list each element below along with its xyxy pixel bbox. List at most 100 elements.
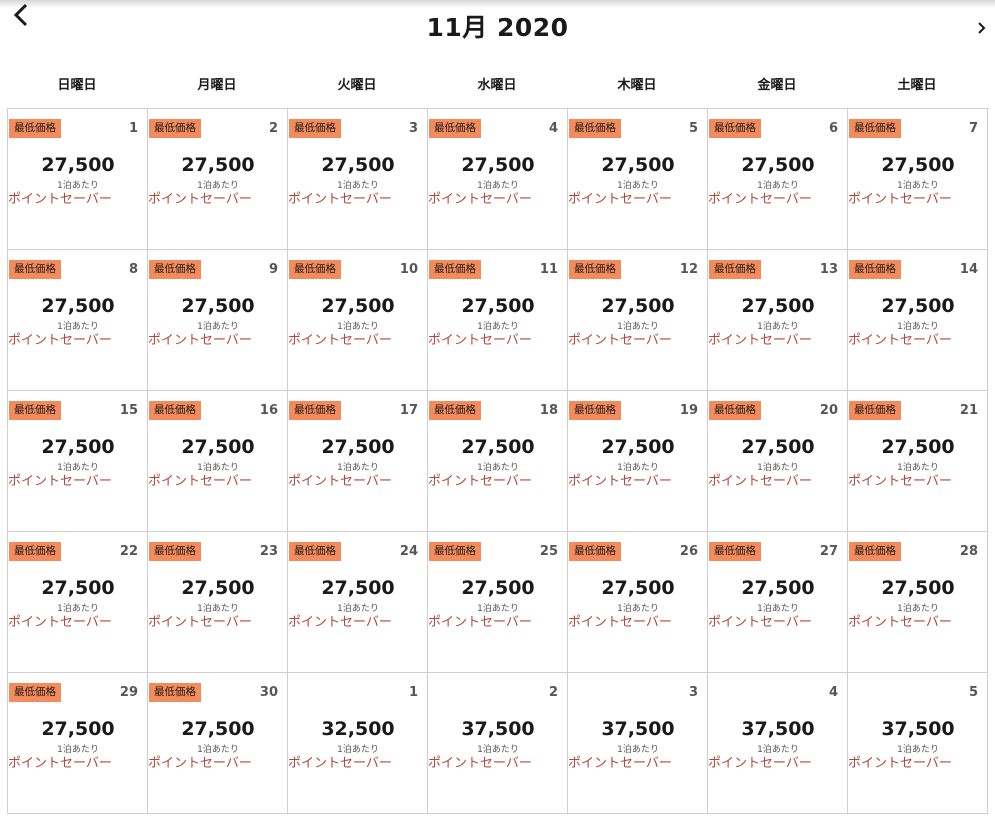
day-number: 11: [539, 262, 558, 277]
calendar-day-cell[interactable]: 最低価格 7 27,500 1泊あたり ポイントセーバー: [848, 109, 988, 250]
day-number: 19: [679, 403, 698, 418]
top-shadow: [0, 0, 995, 8]
price: 27,500: [41, 154, 115, 176]
rate-type-label: ポイントセーバー: [288, 615, 392, 630]
weekday-label: 火曜日: [337, 78, 377, 93]
weekday-label: 土曜日: [897, 78, 937, 93]
calendar-day-cell[interactable]: 最低価格 28 27,500 1泊あたり ポイントセーバー: [848, 532, 988, 673]
price: 37,500: [881, 718, 955, 740]
lowest-price-badge: 最低価格: [849, 401, 901, 420]
calendar-day-cell[interactable]: 最低価格 5 27,500 1泊あたり ポイントセーバー: [568, 109, 708, 250]
day-number: 4: [548, 121, 558, 136]
price: 37,500: [741, 718, 815, 740]
prev-month-button[interactable]: [6, 0, 36, 30]
calendar-day-cell[interactable]: 最低価格 18 27,500 1泊あたり ポイントセーバー: [428, 391, 568, 532]
calendar-day-cell[interactable]: 最低価格 15 27,500 1泊あたり ポイントセーバー: [8, 391, 148, 532]
price: 27,500: [181, 718, 255, 740]
calendar-day-cell[interactable]: 最低価格 13 27,500 1泊あたり ポイントセーバー: [708, 250, 848, 391]
lowest-price-badge: 最低価格: [149, 542, 201, 561]
lowest-price-badge: 最低価格: [849, 119, 901, 138]
calendar-day-cell[interactable]: 最低価格 19 27,500 1泊あたり ポイントセーバー: [568, 391, 708, 532]
rate-type-label: ポイントセーバー: [148, 756, 252, 771]
chevron-left-icon: [13, 3, 28, 27]
per-night-label: 1泊あたり: [757, 181, 799, 191]
lowest-price-badge: 最低価格: [709, 260, 761, 279]
calendar-day-cell[interactable]: 5 37,500 1泊あたり ポイントセーバー: [848, 673, 988, 814]
calendar-day-cell[interactable]: 2 37,500 1泊あたり ポイントセーバー: [428, 673, 568, 814]
price: 27,500: [881, 436, 955, 458]
day-number: 22: [119, 544, 138, 559]
calendar-day-cell[interactable]: 最低価格 8 27,500 1泊あたり ポイントセーバー: [8, 250, 148, 391]
per-night-label: 1泊あたり: [57, 604, 99, 614]
calendar-day-cell[interactable]: 最低価格 12 27,500 1泊あたり ポイントセーバー: [568, 250, 708, 391]
day-number: 7: [968, 121, 978, 136]
rate-type-label: ポイントセーバー: [8, 756, 112, 771]
day-number: 8: [128, 262, 138, 277]
rate-type-label: ポイントセーバー: [8, 474, 112, 489]
calendar-day-cell[interactable]: 最低価格 17 27,500 1泊あたり ポイントセーバー: [288, 391, 428, 532]
calendar-day-cell[interactable]: 最低価格 23 27,500 1泊あたり ポイントセーバー: [148, 532, 288, 673]
rate-type-label: ポイントセーバー: [568, 756, 672, 771]
calendar-day-cell[interactable]: 最低価格 6 27,500 1泊あたり ポイントセーバー: [708, 109, 848, 250]
calendar-day-cell[interactable]: 最低価格 11 27,500 1泊あたり ポイントセーバー: [428, 250, 568, 391]
rate-type-label: ポイントセーバー: [848, 192, 952, 207]
rate-type-label: ポイントセーバー: [568, 474, 672, 489]
calendar-day-cell[interactable]: 最低価格 10 27,500 1泊あたり ポイントセーバー: [288, 250, 428, 391]
per-night-label: 1泊あたり: [757, 322, 799, 332]
price: 27,500: [41, 436, 115, 458]
calendar-day-cell[interactable]: 1 32,500 1泊あたり ポイントセーバー: [288, 673, 428, 814]
next-month-button[interactable]: [971, 16, 991, 40]
calendar-day-cell[interactable]: 最低価格 16 27,500 1泊あたり ポイントセーバー: [148, 391, 288, 532]
calendar-day-cell[interactable]: 最低価格 21 27,500 1泊あたり ポイントセーバー: [848, 391, 988, 532]
price: 32,500: [321, 718, 395, 740]
lowest-price-badge: 最低価格: [289, 119, 341, 138]
calendar-day-cell[interactable]: 3 37,500 1泊あたり ポイントセーバー: [568, 673, 708, 814]
per-night-label: 1泊あたり: [57, 745, 99, 755]
month-title: 11月 2020: [426, 13, 569, 42]
calendar-day-cell[interactable]: 最低価格 22 27,500 1泊あたり ポイントセーバー: [8, 532, 148, 673]
calendar-day-cell[interactable]: 最低価格 14 27,500 1泊あたり ポイントセーバー: [848, 250, 988, 391]
calendar-day-cell[interactable]: 最低価格 26 27,500 1泊あたり ポイントセーバー: [568, 532, 708, 673]
calendar-day-cell[interactable]: 最低価格 4 27,500 1泊あたり ポイントセーバー: [428, 109, 568, 250]
per-night-label: 1泊あたり: [477, 463, 519, 473]
day-number: 17: [399, 403, 418, 418]
calendar-day-cell[interactable]: 最低価格 20 27,500 1泊あたり ポイントセーバー: [708, 391, 848, 532]
calendar-day-cell[interactable]: 最低価格 29 27,500 1泊あたり ポイントセーバー: [8, 673, 148, 814]
calendar-day-cell[interactable]: 最低価格 9 27,500 1泊あたり ポイントセーバー: [148, 250, 288, 391]
lowest-price-badge: 最低価格: [9, 542, 61, 561]
day-number: 23: [259, 544, 278, 559]
lowest-price-badge: 最低価格: [849, 542, 901, 561]
price: 27,500: [461, 154, 535, 176]
price: 27,500: [181, 295, 255, 317]
per-night-label: 1泊あたり: [197, 322, 239, 332]
day-number: 26: [679, 544, 698, 559]
lowest-price-badge: 最低価格: [149, 119, 201, 138]
lowest-price-badge: 最低価格: [9, 260, 61, 279]
calendar-day-cell[interactable]: 最低価格 2 27,500 1泊あたり ポイントセーバー: [148, 109, 288, 250]
rate-type-label: ポイントセーバー: [428, 615, 532, 630]
day-number: 5: [688, 121, 698, 136]
price: 27,500: [881, 154, 955, 176]
per-night-label: 1泊あたり: [757, 463, 799, 473]
lowest-price-badge: 最低価格: [289, 401, 341, 420]
per-night-label: 1泊あたり: [617, 322, 659, 332]
lowest-price-badge: 最低価格: [9, 401, 61, 420]
calendar-day-cell[interactable]: 最低価格 25 27,500 1泊あたり ポイントセーバー: [428, 532, 568, 673]
calendar-day-cell[interactable]: 最低価格 30 27,500 1泊あたり ポイントセーバー: [148, 673, 288, 814]
calendar-day-cell[interactable]: 最低価格 1 27,500 1泊あたり ポイントセーバー: [8, 109, 148, 250]
rate-type-label: ポイントセーバー: [568, 192, 672, 207]
per-night-label: 1泊あたり: [337, 322, 379, 332]
per-night-label: 1泊あたり: [617, 604, 659, 614]
lowest-price-badge: 最低価格: [429, 542, 481, 561]
price: 27,500: [321, 154, 395, 176]
per-night-label: 1泊あたり: [57, 181, 99, 191]
calendar-day-cell[interactable]: 最低価格 24 27,500 1泊あたり ポイントセーバー: [288, 532, 428, 673]
calendar-day-cell[interactable]: 4 37,500 1泊あたり ポイントセーバー: [708, 673, 848, 814]
calendar-day-cell[interactable]: 最低価格 27 27,500 1泊あたり ポイントセーバー: [708, 532, 848, 673]
calendar-day-cell[interactable]: 最低価格 3 27,500 1泊あたり ポイントセーバー: [288, 109, 428, 250]
per-night-label: 1泊あたり: [477, 322, 519, 332]
price: 27,500: [601, 577, 675, 599]
weekday-header-row: 日曜日 月曜日 火曜日 水曜日 木曜日 金曜日 土曜日: [7, 74, 988, 96]
day-number: 30: [259, 685, 278, 700]
chevron-right-icon: [978, 22, 986, 34]
